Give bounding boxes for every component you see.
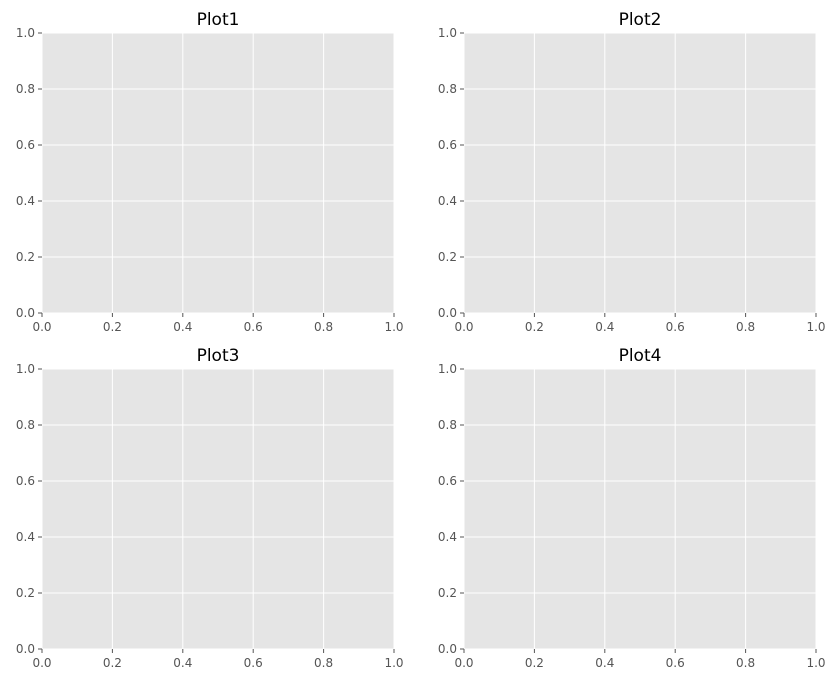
- x-tick-label-1-0: 0.0: [32, 320, 51, 334]
- y-tick-label-3-5: 1.0: [16, 362, 35, 376]
- y-tick-label-4-3: 0.6: [438, 474, 457, 488]
- y-tick-label-3-3: 0.6: [16, 474, 35, 488]
- y-tick-label-3-4: 0.8: [16, 418, 35, 432]
- plot-title-2: Plot2: [619, 10, 662, 30]
- y-tick-label-3-1: 0.2: [16, 586, 35, 600]
- x-tick-label-1-2: 0.4: [173, 320, 192, 334]
- y-tick-label-2-2: 0.4: [438, 194, 457, 208]
- plot-area-4: [464, 369, 816, 649]
- x-tick-label-3-2: 0.4: [173, 656, 192, 670]
- y-tick-label-3-2: 0.4: [16, 530, 35, 544]
- subplot-3: 0.0 0.2 0.4 0.6 0.8 1.0 0.0 0.2 0.4 0.6 0.8 1.0 Plot…: [16, 346, 404, 670]
- plot-area-1: [42, 33, 394, 313]
- x-tick-label-1-3: 0.6: [244, 320, 263, 334]
- y-tick-label-1-5: 1.0: [16, 26, 35, 40]
- y-tick-label-2-0: 0.0: [438, 306, 457, 320]
- y-tick-label-1-0: 0.0: [16, 306, 35, 320]
- y-tick-label-4-0: 0.0: [438, 642, 457, 656]
- x-tick-label-2-1: 0.2: [525, 320, 544, 334]
- x-tick-label-1-1: 0.2: [103, 320, 122, 334]
- plot-area-2: [464, 33, 816, 313]
- x-tick-label-2-3: 0.6: [666, 320, 685, 334]
- y-tick-label-2-3: 0.6: [438, 138, 457, 152]
- plot-title-3: Plot3: [197, 346, 240, 366]
- x-tick-label-4-2: 0.4: [595, 656, 614, 670]
- y-tick-label-1-1: 0.2: [16, 250, 35, 264]
- x-tick-label-4-4: 0.8: [736, 656, 755, 670]
- x-tick-label-2-5: 1.0: [806, 320, 825, 334]
- x-tick-label-2-0: 0.0: [454, 320, 473, 334]
- plot-title-1: Plot1: [197, 10, 240, 30]
- y-tick-label-4-5: 1.0: [438, 362, 457, 376]
- subplot-2: 0.0 0.2 0.4 0.6 0.8 1.0 0.0 0.2 0.4 0.6 0.8 1.0 Plot…: [438, 10, 826, 334]
- y-tick-label-2-4: 0.8: [438, 82, 457, 96]
- y-tick-label-1-4: 0.8: [16, 82, 35, 96]
- subplot-1: 0.0 0.2 0.4 0.6 0.8 1.0 0.0 0.2 0.4 0.6 0.8 1.0 Plot…: [16, 10, 404, 334]
- subplot-4: 0.0 0.2 0.4 0.6 0.8 1.0 0.0 0.2 0.4 0.6 0.8 1.0 Plot…: [438, 346, 826, 670]
- y-tick-label-4-1: 0.2: [438, 586, 457, 600]
- y-tick-label-4-2: 0.4: [438, 530, 457, 544]
- x-tick-label-3-1: 0.2: [103, 656, 122, 670]
- x-tick-label-2-2: 0.4: [595, 320, 614, 334]
- x-tick-label-3-3: 0.6: [244, 656, 263, 670]
- x-tick-label-2-4: 0.8: [736, 320, 755, 334]
- plot-title-4: Plot4: [619, 346, 662, 366]
- x-tick-label-1-5: 1.0: [384, 320, 403, 334]
- y-tick-label-3-0: 0.0: [16, 642, 35, 656]
- x-tick-label-3-0: 0.0: [32, 656, 51, 670]
- x-tick-label-1-4: 0.8: [314, 320, 333, 334]
- plot-area-3: [42, 369, 394, 649]
- x-tick-label-4-5: 1.0: [806, 656, 825, 670]
- y-tick-label-2-1: 0.2: [438, 250, 457, 264]
- x-tick-label-4-1: 0.2: [525, 656, 544, 670]
- y-tick-label-4-4: 0.8: [438, 418, 457, 432]
- y-tick-label-1-3: 0.6: [16, 138, 35, 152]
- x-tick-label-4-0: 0.0: [454, 656, 473, 670]
- y-tick-label-1-2: 0.4: [16, 194, 35, 208]
- y-tick-label-2-5: 1.0: [438, 26, 457, 40]
- x-tick-label-4-3: 0.6: [666, 656, 685, 670]
- x-tick-label-3-5: 1.0: [384, 656, 403, 670]
- x-tick-label-3-4: 0.8: [314, 656, 333, 670]
